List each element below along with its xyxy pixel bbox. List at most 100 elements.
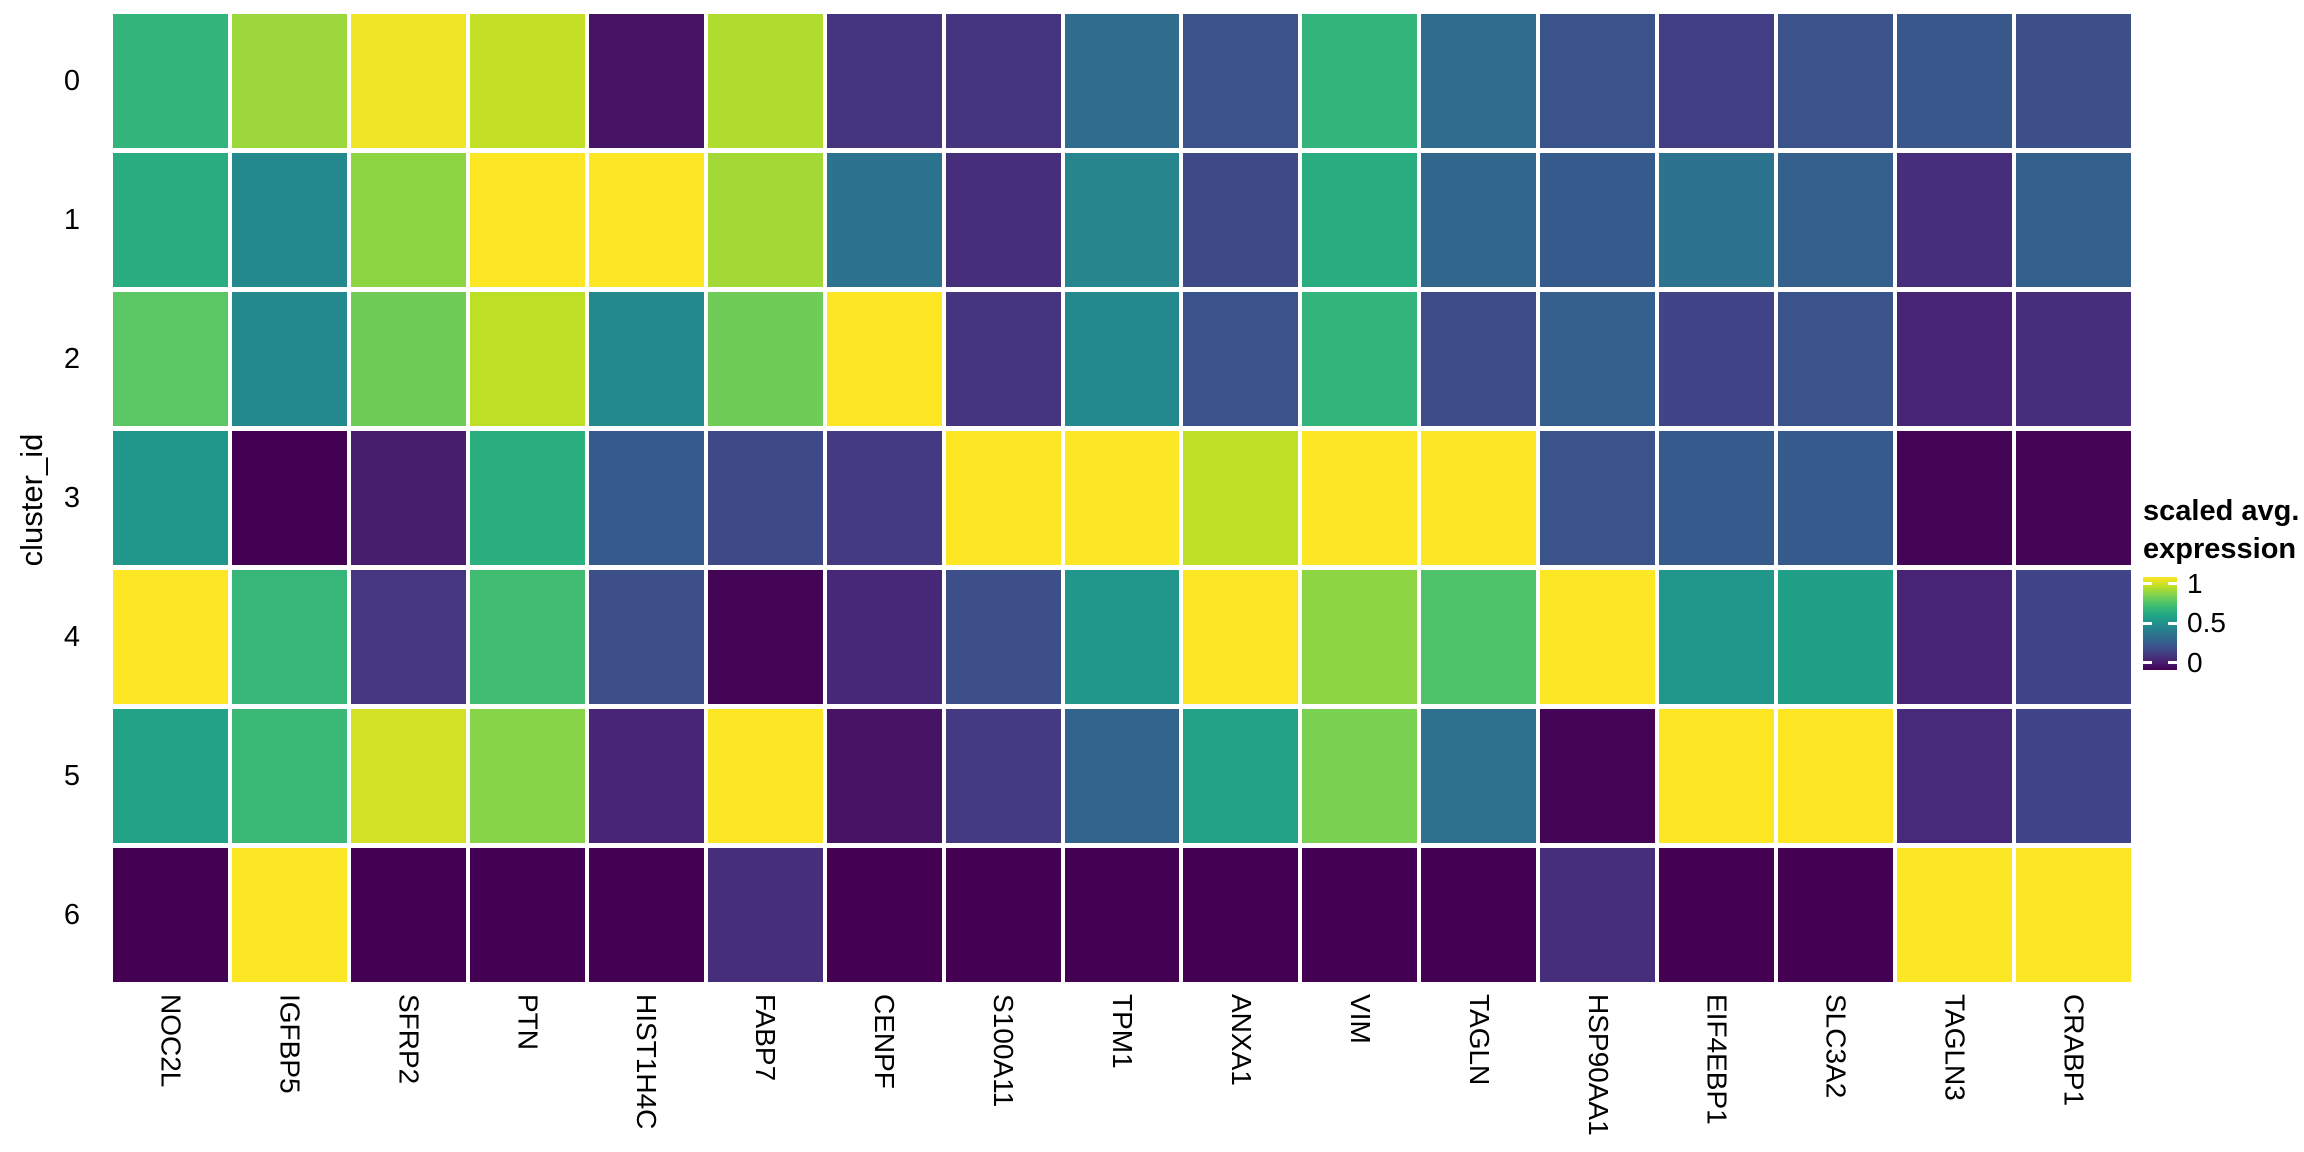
heatmap-cell: [1183, 292, 1299, 426]
heatmap-cell: [826, 709, 942, 843]
heatmap-cell: [707, 153, 823, 287]
heatmap-cell: [1302, 431, 1418, 565]
heatmap-cell: [588, 431, 704, 565]
legend-title-line1: scaled avg.: [2143, 495, 2300, 527]
heatmap-cell: [1064, 14, 1180, 148]
legend-tick-mark: [2143, 661, 2152, 665]
heatmap-cell: [588, 848, 704, 982]
heatmap-cell: [707, 848, 823, 982]
legend-colorbar: 1 0.5 0: [2143, 568, 2226, 678]
heatmap-grid: [113, 14, 2131, 982]
heatmap-cell: [588, 709, 704, 843]
heatmap-cell: [707, 292, 823, 426]
heatmap-cell: [231, 848, 347, 982]
heatmap-cell: [1064, 153, 1180, 287]
heatmap-cell: [1778, 292, 1894, 426]
heatmap-cell: [945, 292, 1061, 426]
heatmap-cell: [1540, 848, 1656, 982]
heatmap-cell: [1897, 848, 2013, 982]
x-tick-label: EIF4EBP1: [1701, 994, 1733, 1125]
x-tick-label: TPM1: [1106, 994, 1138, 1069]
heatmap-cell: [945, 431, 1061, 565]
heatmap-cell: [1421, 14, 1537, 148]
heatmap-cell: [1659, 848, 1775, 982]
heatmap-cell: [1540, 431, 1656, 565]
heatmap-cell: [1540, 153, 1656, 287]
heatmap-cell: [113, 570, 228, 704]
heatmap-cell: [1183, 14, 1299, 148]
heatmap-cell: [231, 431, 347, 565]
heatmap-cell: [1778, 14, 1894, 148]
heatmap-cell: [2016, 14, 2131, 148]
y-tick-label: 4: [63, 620, 80, 653]
heatmap-cell: [1064, 431, 1180, 565]
heatmap-cell: [1897, 431, 2013, 565]
x-tick-label: FABP7: [750, 994, 782, 1082]
heatmap-cell: [2016, 848, 2131, 982]
heatmap-cell: [1183, 709, 1299, 843]
heatmap-cell: [1540, 292, 1656, 426]
heatmap-cell: [113, 292, 228, 426]
heatmap-cell: [588, 153, 704, 287]
heatmap-cell: [350, 153, 466, 287]
heatmap-cell: [1064, 292, 1180, 426]
legend-title-line2: expression: [2143, 533, 2297, 566]
legend-tick-label: 0.5: [2187, 607, 2226, 639]
heatmap-cell: [1778, 431, 1894, 565]
x-tick-label: NOC2L: [155, 994, 187, 1088]
heatmap-cell: [350, 431, 466, 565]
heatmap-cell: [350, 570, 466, 704]
heatmap-cell: [231, 153, 347, 287]
legend: scaled avg. expression 1 0.5 0: [2143, 492, 2303, 678]
heatmap-cell: [707, 570, 823, 704]
x-tick-label: ANXA1: [1225, 994, 1257, 1086]
heatmap-cell: [1778, 570, 1894, 704]
heatmap-cell: [588, 292, 704, 426]
heatmap-cell: [1064, 709, 1180, 843]
heatmap-cell: [1659, 709, 1775, 843]
legend-title: scaled avg. expression: [2143, 492, 2303, 569]
heatmap-cell: [231, 570, 347, 704]
heatmap-cell: [826, 848, 942, 982]
x-tick-label: TAGLN3: [1939, 994, 1971, 1101]
heatmap-cell: [826, 431, 942, 565]
legend-tick-label: 0: [2187, 646, 2203, 678]
heatmap-cell: [469, 14, 585, 148]
heatmap-cell: [1183, 848, 1299, 982]
heatmap-cell: [113, 14, 228, 148]
x-tick-label: IGFBP5: [274, 994, 306, 1094]
heatmap-cell: [1897, 153, 2013, 287]
heatmap-cell: [945, 570, 1061, 704]
heatmap-cell: [945, 709, 1061, 843]
x-tick-label: CRABP1: [2058, 994, 2090, 1107]
legend-tick-mark: [2143, 621, 2152, 625]
y-tick-label: 3: [63, 481, 80, 514]
heatmap-cell: [1778, 709, 1894, 843]
heatmap-cell: [945, 14, 1061, 148]
y-tick-label: 1: [63, 203, 80, 236]
heatmap-cell: [1778, 153, 1894, 287]
heatmap-cell: [350, 292, 466, 426]
heatmap-cell: [1659, 292, 1775, 426]
heatmap-cell: [2016, 292, 2131, 426]
heatmap-cell: [1897, 570, 2013, 704]
y-axis-tick-labels: 0 1 2 3 4 5 6: [0, 14, 100, 982]
heatmap-cell: [1421, 709, 1537, 843]
heatmap-cell: [707, 709, 823, 843]
heatmap-cell: [2016, 153, 2131, 287]
heatmap-cell: [2016, 570, 2131, 704]
heatmap-cell: [1302, 570, 1418, 704]
heatmap-cell: [2016, 709, 2131, 843]
heatmap-cell: [1421, 848, 1537, 982]
heatmap-cell: [113, 431, 228, 565]
heatmap-cell: [469, 570, 585, 704]
legend-tick-mark: [2168, 661, 2177, 665]
heatmap-cell: [1540, 709, 1656, 843]
heatmap-cell: [469, 709, 585, 843]
heatmap-cell: [1064, 570, 1180, 704]
heatmap-cell: [1659, 14, 1775, 148]
heatmap-cell: [350, 14, 466, 148]
legend-tick-mark: [2168, 621, 2177, 625]
heatmap-cell: [826, 292, 942, 426]
